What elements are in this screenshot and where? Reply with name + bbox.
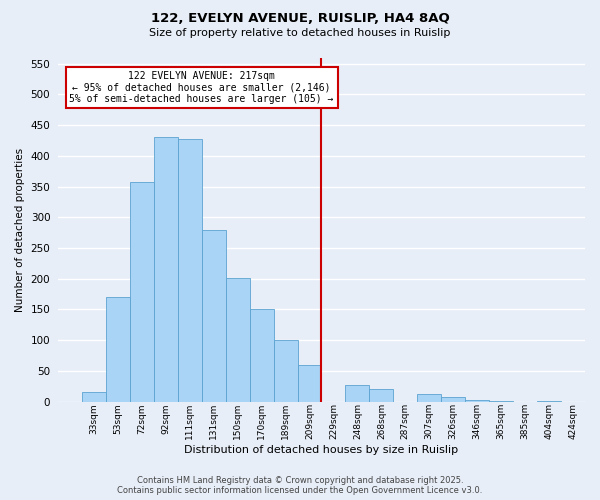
Bar [489,401,513,402]
Text: Size of property relative to detached houses in Ruislip: Size of property relative to detached ho… [149,28,451,38]
Bar [537,401,561,402]
Bar [441,397,465,402]
Bar [202,230,226,402]
Bar [130,182,154,402]
Bar [82,392,106,402]
Text: 122, EVELYN AVENUE, RUISLIP, HA4 8AQ: 122, EVELYN AVENUE, RUISLIP, HA4 8AQ [151,12,449,26]
Bar [298,365,322,402]
Bar [226,278,250,402]
X-axis label: Distribution of detached houses by size in Ruislip: Distribution of detached houses by size … [184,445,458,455]
Bar [106,297,130,402]
Y-axis label: Number of detached properties: Number of detached properties [15,148,25,312]
Bar [370,389,394,402]
Text: 122 EVELYN AVENUE: 217sqm
← 95% of detached houses are smaller (2,146)
5% of sem: 122 EVELYN AVENUE: 217sqm ← 95% of detac… [70,71,334,104]
Bar [418,394,441,402]
Bar [346,385,370,402]
Text: Contains HM Land Registry data © Crown copyright and database right 2025.
Contai: Contains HM Land Registry data © Crown c… [118,476,482,495]
Bar [465,400,489,402]
Bar [154,138,178,402]
Bar [178,138,202,402]
Bar [274,340,298,402]
Bar [250,310,274,402]
